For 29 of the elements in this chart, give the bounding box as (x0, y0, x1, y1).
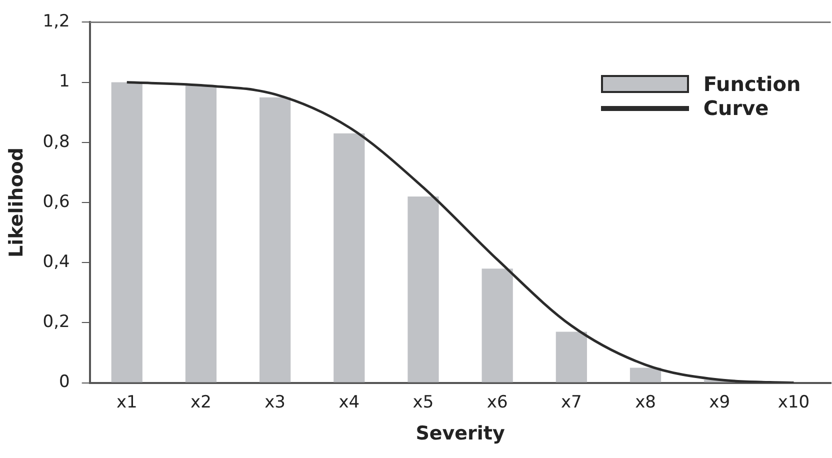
bar (556, 332, 587, 382)
bar (334, 133, 365, 382)
legend-label: Curve (703, 96, 769, 120)
x-tick-label: x4 (338, 392, 360, 412)
x-tick-label: x5 (412, 392, 434, 412)
bar (260, 97, 291, 382)
bar (111, 82, 142, 382)
x-tick-label: x7 (560, 392, 582, 412)
bar (630, 368, 662, 382)
y-tick-label: 1,2 (42, 12, 70, 32)
y-tick-label: 0,6 (42, 192, 70, 212)
y-tick-label: 0,8 (42, 132, 70, 152)
y-tick-label: 0,2 (42, 312, 70, 332)
x-tick-label: x9 (709, 392, 730, 412)
x-tick-label: x3 (264, 392, 286, 412)
x-tick-label: x2 (190, 392, 212, 412)
y-tick-label: 0 (59, 372, 70, 392)
x-tick-label: x6 (486, 392, 508, 412)
y-tick-label: 0,4 (42, 252, 70, 272)
x-axis-title: Severity (416, 422, 506, 445)
x-tick-label: x1 (116, 392, 138, 412)
x-tick-label: x8 (635, 392, 656, 412)
y-tick-label: 1 (59, 72, 70, 92)
bar (408, 196, 439, 382)
x-tick-label: x10 (778, 392, 810, 412)
y-axis-title: Likelihood (5, 148, 28, 258)
legend-label: Function (703, 72, 801, 96)
bar (185, 85, 217, 382)
bar (482, 268, 513, 382)
